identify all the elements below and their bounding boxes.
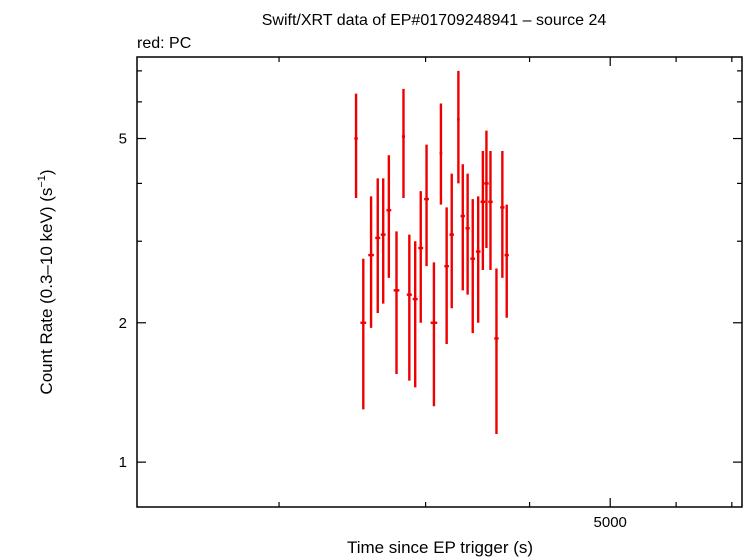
data-point — [360, 258, 367, 410]
data-point — [465, 173, 470, 295]
data-point — [406, 234, 412, 381]
data-point — [500, 150, 505, 278]
plot-frame — [136, 56, 743, 508]
data-point — [484, 130, 489, 249]
y-tick-label: 1 — [119, 454, 127, 471]
data-point — [480, 150, 486, 271]
data-point — [504, 204, 509, 318]
y-tick-label: 5 — [119, 131, 127, 148]
data-point — [470, 199, 476, 334]
data-point — [444, 207, 449, 344]
data-point — [494, 268, 499, 435]
data-point — [375, 178, 381, 313]
y-tick-label: 2 — [119, 315, 127, 332]
data-point — [368, 196, 374, 328]
y-axis-label: Count Rate (0.3–10 keV) (s−1) — [36, 169, 56, 394]
data-point — [380, 178, 386, 304]
chart-title: Swift/XRT data of EP#01709248941 – sourc… — [262, 12, 607, 29]
data-point — [449, 173, 454, 309]
x-axis-label: Time since EP trigger (s) — [347, 538, 533, 557]
data-point — [393, 231, 400, 375]
data-point — [386, 155, 392, 278]
data-points — [354, 70, 509, 435]
data-point — [430, 262, 438, 407]
data-point — [354, 93, 358, 198]
axis-ticks: 1 2 5 5000 — [119, 57, 742, 531]
data-point — [401, 88, 406, 198]
data-point — [457, 70, 460, 184]
data-point — [439, 103, 443, 205]
chart-subtitle: red: PC — [137, 35, 191, 52]
data-point — [460, 164, 465, 291]
data-point — [488, 150, 493, 271]
data-point — [424, 144, 429, 267]
x-tick-label: 5000 — [594, 514, 627, 531]
data-point — [418, 191, 424, 323]
y-axis-label-main: Count Rate (0.3–10 keV) (s — [37, 188, 56, 395]
y-axis-label-end: ) — [37, 169, 56, 175]
data-point — [475, 196, 481, 323]
data-point — [412, 241, 418, 388]
y-axis-label-sup: −1 — [36, 175, 48, 188]
